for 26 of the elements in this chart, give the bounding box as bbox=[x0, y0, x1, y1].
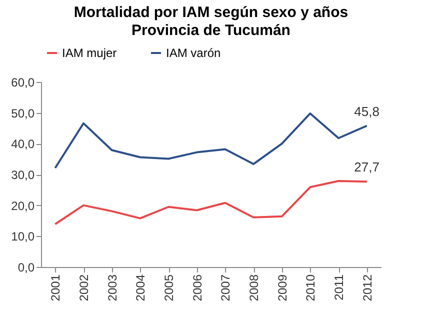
x-tick-label: 2007 bbox=[218, 274, 233, 302]
y-tick-label: 40,0 bbox=[11, 137, 35, 152]
x-tick-label: 2005 bbox=[162, 274, 176, 302]
x-tick-label: 2003 bbox=[105, 274, 120, 302]
x-tick-label: 2009 bbox=[275, 274, 290, 302]
y-tick-label: 10,0 bbox=[11, 230, 35, 244]
y-tick-label: 0,0 bbox=[18, 260, 35, 274]
y-tick-label: 20,0 bbox=[11, 198, 35, 213]
y-tick-label: 60,0 bbox=[11, 76, 35, 90]
x-tick-label: 2006 bbox=[190, 274, 204, 302]
x-tick-label: 2002 bbox=[77, 274, 91, 302]
line-series bbox=[54, 180, 368, 226]
x-tick-label: 2012 bbox=[360, 274, 374, 302]
chart-title: Mortalidad por IAM según sexo y años bbox=[74, 4, 348, 21]
y-tick-label: 50,0 bbox=[11, 106, 35, 120]
y-tick-label: 30,0 bbox=[11, 168, 35, 182]
data-label: 27,7 bbox=[354, 160, 380, 175]
x-tick-label: 2008 bbox=[247, 274, 261, 302]
x-tick-label: 2011 bbox=[332, 274, 346, 300]
data-label: 45,8 bbox=[354, 104, 380, 119]
chart-subtitle: Provincia de Tucumán bbox=[132, 22, 290, 39]
legend-label: IAM varón bbox=[166, 46, 221, 60]
x-tick-label: 2004 bbox=[134, 274, 148, 302]
x-tick-label: 2010 bbox=[304, 274, 318, 302]
x-tick-label: 2001 bbox=[48, 274, 63, 302]
legend-label: IAM mujer bbox=[62, 46, 117, 60]
